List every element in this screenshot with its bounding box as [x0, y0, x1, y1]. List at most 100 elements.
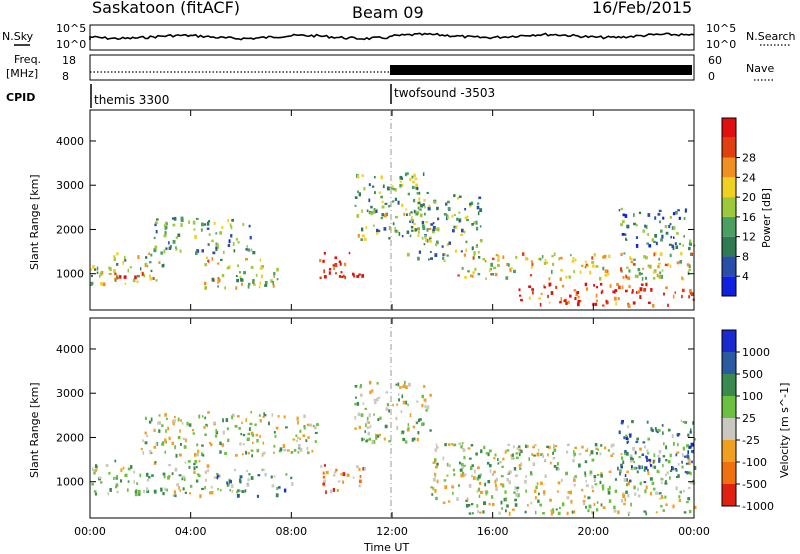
data-cell — [416, 437, 419, 442]
data-cell — [107, 492, 110, 496]
data-cell — [581, 488, 584, 492]
data-cell — [679, 259, 683, 264]
data-cell — [168, 241, 170, 245]
data-cell — [623, 502, 626, 506]
data-cell — [501, 465, 504, 468]
data-cell — [417, 256, 420, 261]
data-cell — [385, 391, 389, 394]
data-cell — [430, 223, 434, 226]
data-cell — [642, 267, 644, 270]
data-cell — [357, 412, 361, 417]
data-cell — [594, 302, 598, 306]
data-cell — [626, 224, 629, 228]
data-cell — [414, 177, 418, 181]
data-cell — [248, 224, 251, 228]
data-cell — [258, 414, 261, 417]
data-cell — [477, 272, 481, 276]
data-cell — [584, 471, 586, 476]
data-cell — [446, 462, 449, 467]
data-cell — [546, 445, 549, 448]
data-cell — [599, 452, 602, 456]
data-cell — [371, 389, 374, 393]
data-cell — [669, 216, 672, 219]
data-cell — [443, 479, 447, 482]
data-cell — [584, 282, 588, 287]
data-cell — [651, 238, 654, 242]
data-cell — [293, 448, 297, 452]
data-cell — [666, 471, 669, 475]
data-cell — [194, 460, 198, 464]
data-cell — [637, 267, 641, 272]
data-cell — [605, 299, 608, 303]
data-cell — [612, 290, 615, 294]
data-cell — [425, 408, 428, 412]
data-cell — [436, 206, 439, 210]
data-cell — [223, 250, 225, 255]
data-cell — [424, 205, 426, 209]
data-cell — [488, 268, 491, 273]
data-cell — [402, 384, 406, 389]
data-cell — [339, 262, 342, 266]
data-cell — [392, 187, 395, 191]
data-cell — [607, 488, 610, 491]
data-cell — [675, 453, 678, 457]
data-cell — [344, 275, 346, 280]
data-cell — [476, 205, 480, 210]
data-cell — [505, 276, 509, 280]
data-cell — [401, 235, 404, 238]
data-cell — [373, 413, 375, 416]
data-cell — [409, 413, 412, 418]
data-cell — [633, 460, 635, 464]
data-cell — [657, 212, 661, 216]
data-cell — [516, 446, 520, 450]
data-cell — [627, 481, 630, 486]
data-cell — [366, 426, 370, 429]
data-cell — [426, 238, 429, 243]
data-cell — [688, 460, 691, 463]
data-cell — [241, 453, 244, 456]
data-cell — [536, 452, 540, 457]
nsearch-tick-bottom: 10^0 — [706, 38, 736, 51]
data-cell — [407, 192, 410, 196]
data-cell — [373, 398, 376, 401]
data-cell — [642, 441, 646, 444]
data-cell — [600, 472, 603, 476]
data-cell — [632, 301, 636, 305]
data-cell — [653, 453, 656, 457]
data-cell — [623, 252, 626, 255]
data-cell — [94, 464, 98, 469]
data-cell — [621, 220, 625, 224]
data-cell — [400, 410, 403, 413]
power-data-cells — [90, 172, 696, 309]
data-cell — [195, 251, 198, 255]
data-cell — [314, 440, 317, 443]
data-cell — [624, 498, 626, 502]
data-cell — [303, 414, 306, 419]
data-cell — [122, 260, 124, 265]
data-cell — [299, 447, 303, 452]
data-cell — [445, 202, 448, 206]
data-cell — [380, 195, 383, 199]
data-cell — [664, 225, 668, 229]
data-cell — [629, 434, 632, 438]
data-cell — [217, 281, 219, 284]
data-cell — [452, 468, 455, 472]
data-cell — [172, 239, 176, 244]
data-cell — [381, 205, 385, 209]
data-cell — [569, 294, 572, 298]
data-cell — [427, 207, 431, 210]
data-cell — [384, 202, 388, 205]
data-cell — [647, 213, 651, 217]
data-cell — [561, 284, 565, 288]
data-cell — [453, 473, 456, 477]
data-cell — [613, 505, 616, 509]
data-cell — [458, 211, 461, 214]
data-cell — [434, 200, 437, 204]
data-cell — [246, 437, 250, 440]
data-cell — [397, 382, 400, 387]
x-tick-label: 08:00 — [275, 525, 307, 538]
data-cell — [614, 289, 618, 293]
data-cell — [311, 449, 314, 453]
data-cell — [609, 284, 612, 288]
data-cell — [461, 267, 464, 270]
